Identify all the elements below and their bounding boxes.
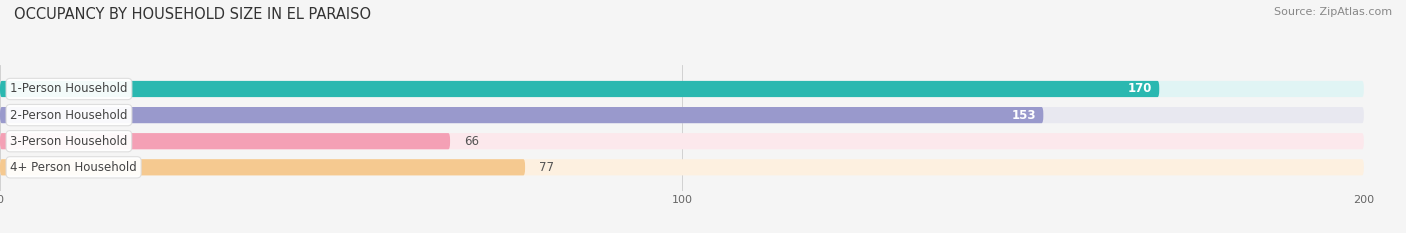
FancyBboxPatch shape (0, 159, 1364, 175)
FancyBboxPatch shape (0, 133, 1364, 149)
FancyBboxPatch shape (0, 133, 450, 149)
FancyBboxPatch shape (0, 107, 1364, 123)
Text: OCCUPANCY BY HOUSEHOLD SIZE IN EL PARAISO: OCCUPANCY BY HOUSEHOLD SIZE IN EL PARAIS… (14, 7, 371, 22)
Text: 66: 66 (464, 135, 478, 148)
Text: 3-Person Household: 3-Person Household (10, 135, 128, 148)
FancyBboxPatch shape (0, 159, 524, 175)
Text: 2-Person Household: 2-Person Household (10, 109, 128, 122)
Text: Source: ZipAtlas.com: Source: ZipAtlas.com (1274, 7, 1392, 17)
Text: 1-Person Household: 1-Person Household (10, 82, 128, 96)
Text: 170: 170 (1128, 82, 1153, 96)
FancyBboxPatch shape (0, 107, 1043, 123)
Text: 153: 153 (1012, 109, 1036, 122)
Text: 77: 77 (538, 161, 554, 174)
Text: 4+ Person Household: 4+ Person Household (10, 161, 136, 174)
FancyBboxPatch shape (0, 81, 1159, 97)
FancyBboxPatch shape (0, 81, 1364, 97)
